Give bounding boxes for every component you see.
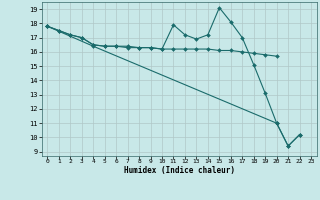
X-axis label: Humidex (Indice chaleur): Humidex (Indice chaleur) [124, 166, 235, 175]
